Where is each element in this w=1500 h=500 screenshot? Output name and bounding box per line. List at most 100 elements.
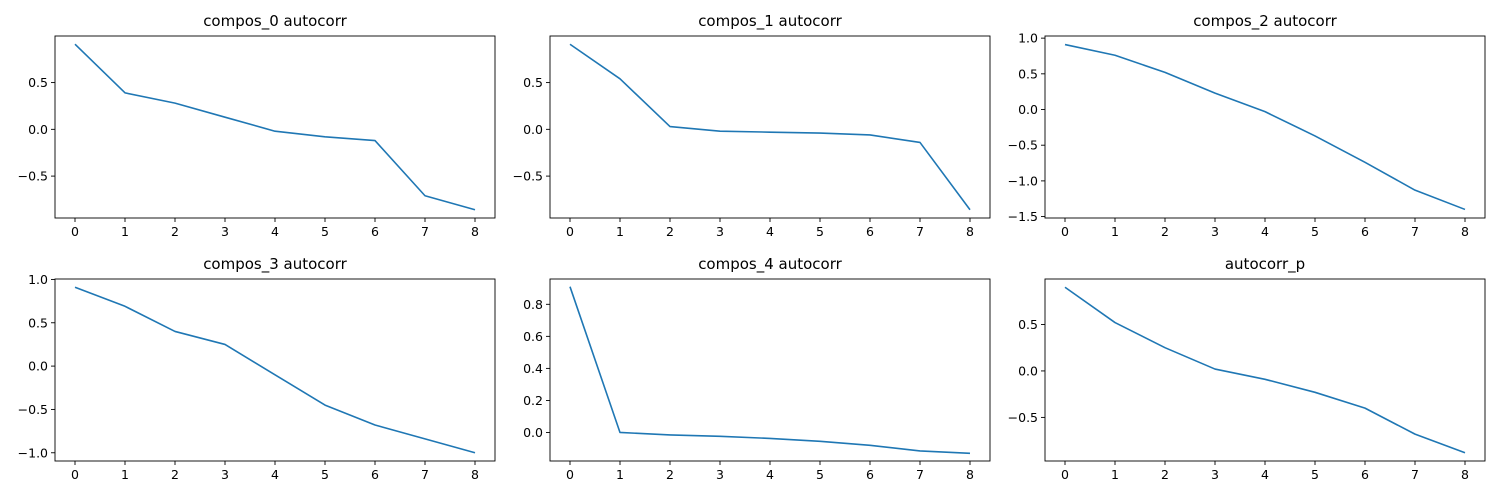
x-tick-label: 6 [866, 224, 874, 239]
axes-frame [54, 278, 496, 462]
x-tick-label: 6 [371, 224, 379, 239]
subplot-5: autocorr_p 0 1 2 3 4 5 6 7 8 −0.5 0.0 0.5 [1008, 255, 1486, 482]
y-tick-label: 0.0 [1018, 102, 1038, 117]
x-tick-label: 8 [1461, 467, 1469, 482]
x-tick-label: 4 [1261, 224, 1269, 239]
y-tick-label: 0.0 [28, 359, 48, 374]
x-tick-label: 2 [666, 224, 674, 239]
y-tick-label: −1.0 [1008, 173, 1038, 188]
subplot-title: compos_1 autocorr [698, 12, 842, 31]
x-tick-label: 1 [616, 467, 624, 482]
x-tick-label: 3 [1211, 224, 1219, 239]
subplot-4: compos_4 autocorr 0 1 2 3 4 5 6 7 8 0.0 0.2 0.4 0.6 0.… [523, 255, 991, 482]
x-tick-label: 1 [121, 467, 129, 482]
subplot-title: compos_2 autocorr [1193, 12, 1337, 31]
x-tick-label: 0 [566, 224, 574, 239]
x-tick-label: 6 [866, 467, 874, 482]
y-tick-label: 0.5 [28, 315, 48, 330]
subplot-title: compos_0 autocorr [203, 12, 347, 31]
axes-frame [549, 35, 991, 219]
x-tick-label: 5 [1311, 224, 1319, 239]
subplot-3: compos_3 autocorr 0 1 2 3 4 5 6 7 8 −1.0 −0.5 0.0 0.5… [18, 255, 496, 482]
y-tick-label: −1.0 [18, 445, 48, 460]
y-tick-label: 0.5 [28, 75, 48, 90]
axes-frame [54, 35, 496, 219]
x-tick-label: 6 [1361, 224, 1369, 239]
x-tick-label: 2 [171, 224, 179, 239]
y-tick-label: 0.2 [523, 393, 543, 408]
x-tick-label: 2 [666, 467, 674, 482]
x-tick-label: 8 [966, 224, 974, 239]
x-tick-label: 1 [1111, 224, 1119, 239]
x-tick-label: 7 [1411, 467, 1419, 482]
x-tick-label: 5 [816, 224, 824, 239]
x-tick-label: 0 [71, 224, 79, 239]
x-tick-label: 4 [766, 224, 774, 239]
y-tick-label: 0.5 [1018, 66, 1038, 81]
x-tick-label: 0 [71, 467, 79, 482]
x-tick-label: 7 [916, 467, 924, 482]
x-tick-label: 8 [1461, 224, 1469, 239]
x-tick-label: 4 [271, 224, 279, 239]
subplot-title: autocorr_p [1225, 255, 1305, 274]
axes-frame [1044, 35, 1486, 219]
series-line [74, 43, 476, 211]
x-tick-label: 1 [616, 224, 624, 239]
y-tick-label: −0.5 [18, 402, 48, 417]
x-tick-label: 6 [1361, 467, 1369, 482]
subplot-title: compos_3 autocorr [203, 255, 347, 274]
x-tick-label: 7 [421, 224, 429, 239]
y-tick-label: −0.5 [18, 169, 48, 184]
y-tick-label: −1.5 [1008, 209, 1038, 224]
axes-frame [1044, 278, 1486, 462]
x-tick-label: 6 [371, 467, 379, 482]
y-tick-label: 0.6 [523, 329, 543, 344]
x-tick-label: 7 [916, 224, 924, 239]
series-line [569, 286, 971, 455]
x-tick-label: 4 [271, 467, 279, 482]
y-tick-label: 0.5 [1018, 317, 1038, 332]
x-tick-label: 7 [421, 467, 429, 482]
series-line [1064, 286, 1466, 454]
series-line [569, 43, 971, 211]
x-tick-label: 5 [1311, 467, 1319, 482]
y-tick-label: 0.5 [523, 75, 543, 90]
x-tick-label: 2 [171, 467, 179, 482]
y-tick-label: −0.5 [1008, 138, 1038, 153]
x-tick-label: 3 [221, 224, 229, 239]
x-tick-label: 8 [471, 224, 479, 239]
y-tick-label: 0.0 [28, 122, 48, 137]
y-tick-label: 0.8 [523, 297, 543, 312]
x-tick-label: 5 [321, 467, 329, 482]
subplot-0: compos_0 autocorr 0 1 2 3 4 5 6 7 8 −0.5 0.0 0.5 [18, 12, 496, 239]
axes-frame [549, 278, 991, 462]
x-tick-label: 2 [1161, 224, 1169, 239]
x-tick-label: 5 [816, 467, 824, 482]
x-tick-label: 0 [1061, 224, 1069, 239]
x-tick-label: 1 [1111, 467, 1119, 482]
subplot-2: compos_2 autocorr 0 1 2 3 4 5 6 7 8 −1.5 −1.0 −0.5 0.… [1008, 12, 1486, 239]
y-tick-label: 1.0 [28, 272, 48, 287]
y-tick-label: −0.5 [513, 169, 543, 184]
x-tick-label: 1 [121, 224, 129, 239]
y-tick-label: 0.0 [523, 425, 543, 440]
series-line [1064, 43, 1466, 211]
x-tick-label: 2 [1161, 467, 1169, 482]
x-tick-label: 3 [221, 467, 229, 482]
x-tick-label: 8 [966, 467, 974, 482]
x-tick-label: 5 [321, 224, 329, 239]
series-line [74, 286, 476, 454]
x-tick-label: 0 [1061, 467, 1069, 482]
x-tick-label: 7 [1411, 224, 1419, 239]
x-tick-label: 8 [471, 467, 479, 482]
x-tick-label: 0 [566, 467, 574, 482]
y-tick-label: 0.4 [523, 361, 543, 376]
subplot-1: compos_1 autocorr 0 1 2 3 4 5 6 7 8 −0.5 0.0 0.5 [513, 12, 991, 239]
subplot-title: compos_4 autocorr [698, 255, 842, 274]
y-tick-label: 0.0 [523, 122, 543, 137]
y-tick-label: 0.0 [1018, 363, 1038, 378]
x-tick-label: 4 [766, 467, 774, 482]
x-tick-label: 3 [1211, 467, 1219, 482]
y-tick-label: 1.0 [1018, 31, 1038, 46]
